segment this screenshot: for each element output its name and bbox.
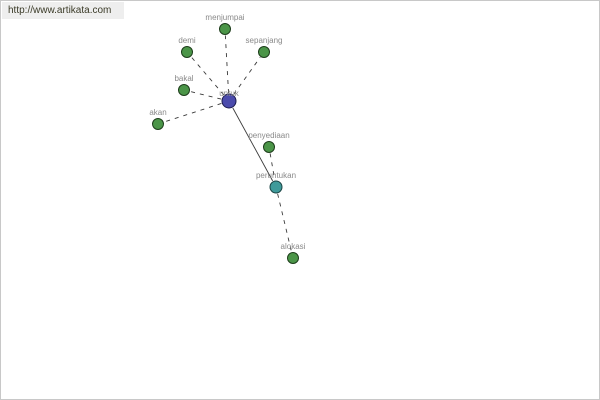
graph-node-untuk[interactable] xyxy=(221,93,237,109)
graph-node-label-demi: demi xyxy=(178,36,196,45)
graph-node-peruntukan[interactable] xyxy=(269,180,283,194)
url-text: http://www.artikata.com xyxy=(8,5,112,16)
graph-edge-layer xyxy=(164,35,292,252)
graph-node-label-alokasi: alokasi xyxy=(280,242,306,251)
graph-node-label-untuk: untuk xyxy=(219,89,239,98)
graph-edge xyxy=(277,193,292,252)
graph-node-label-menjumpai: menjumpai xyxy=(205,13,245,22)
graph-node-label-peruntukan: peruntukan xyxy=(255,171,297,180)
graph-edge xyxy=(164,103,222,123)
graph-node-demi[interactable] xyxy=(181,46,193,58)
graph-node-sepanjang[interactable] xyxy=(258,46,270,58)
graph-node-layer xyxy=(152,23,299,264)
graph-node-penyediaan[interactable] xyxy=(263,141,275,153)
graph-node-bakal[interactable] xyxy=(178,84,190,96)
graph-node-label-bakal: bakal xyxy=(174,74,194,83)
graph-edge xyxy=(224,35,230,94)
graph-node-akan[interactable] xyxy=(152,118,164,130)
graph-node-menjumpai[interactable] xyxy=(219,23,231,35)
url-bar[interactable]: http://www.artikata.com xyxy=(2,2,124,19)
graph-node-label-akan: akan xyxy=(149,108,167,117)
graph-edge xyxy=(232,107,274,182)
graph-edge xyxy=(233,57,261,95)
graph-node-alokasi[interactable] xyxy=(287,252,299,264)
graph-node-label-sepanjang: sepanjang xyxy=(245,36,283,45)
graph-node-label-penyediaan: penyediaan xyxy=(248,131,290,140)
